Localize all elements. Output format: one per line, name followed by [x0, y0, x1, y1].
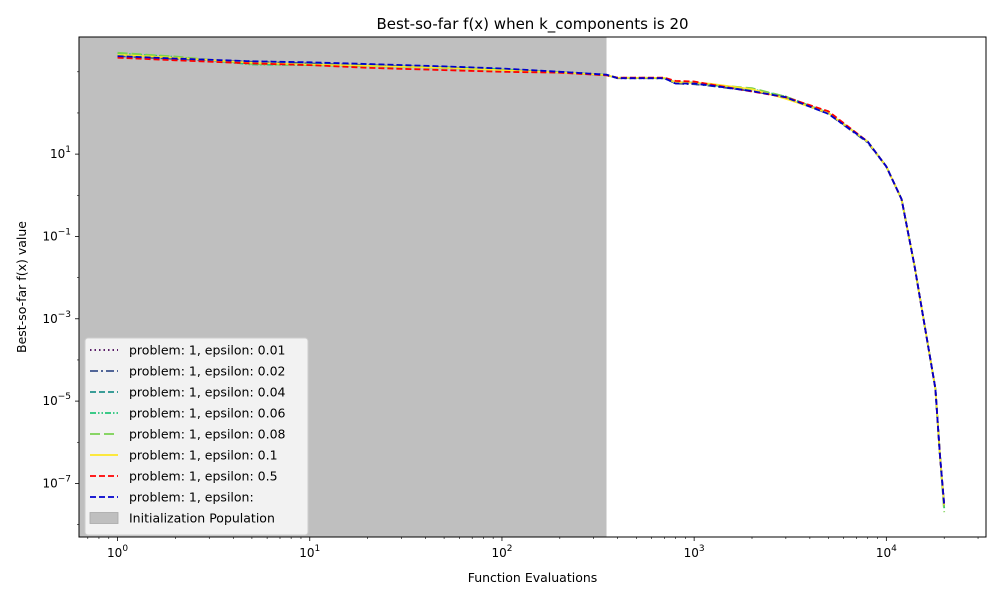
legend-entry-label: Initialization Population [129, 511, 275, 526]
y-tick-label: 10−3 [42, 310, 71, 326]
series-line-6 [117, 56, 946, 506]
legend-entry-label: problem: 1, epsilon: [129, 490, 254, 505]
legend: problem: 1, epsilon: 0.01 problem: 1, eps… [84, 337, 309, 536]
legend-entry-label: problem: 1, epsilon: 0.06 [129, 406, 286, 421]
x-axis-label: Function Evaluations [468, 570, 598, 585]
y-tick-label: 10−1 [42, 227, 71, 243]
plot-frame [78, 36, 987, 538]
x-tick-label: 100 [107, 544, 128, 560]
x-tick-label: 102 [491, 544, 512, 560]
legend-entry-label: problem: 1, epsilon: 0.08 [129, 427, 286, 442]
chart-title: Best-so-far f(x) when k_components is 20 [376, 15, 688, 34]
series-line-7 [117, 55, 946, 506]
legend-swatch-region [89, 512, 119, 524]
legend-entry-label: problem: 1, epsilon: 0.01 [129, 343, 285, 358]
y-tick-label: 101 [50, 145, 71, 161]
y-axis-label: Best-so-far f(x) value [14, 221, 29, 353]
legend-entry-label: problem: 1, epsilon: 0.1 [129, 448, 278, 463]
legend-entry-label: problem: 1, epsilon: 0.02 [129, 364, 285, 379]
x-tick-label: 101 [299, 544, 320, 560]
x-tick-label: 104 [876, 544, 897, 560]
legend-entry-label: problem: 1, epsilon: 0.04 [129, 385, 286, 400]
x-tick-label: 103 [684, 544, 705, 560]
legend-entry-label: problem: 1, epsilon: 0.5 [129, 469, 278, 484]
y-tick-label: 10−5 [42, 392, 71, 408]
y-tick-label: 10−7 [42, 474, 71, 490]
legend-box [84, 337, 309, 536]
